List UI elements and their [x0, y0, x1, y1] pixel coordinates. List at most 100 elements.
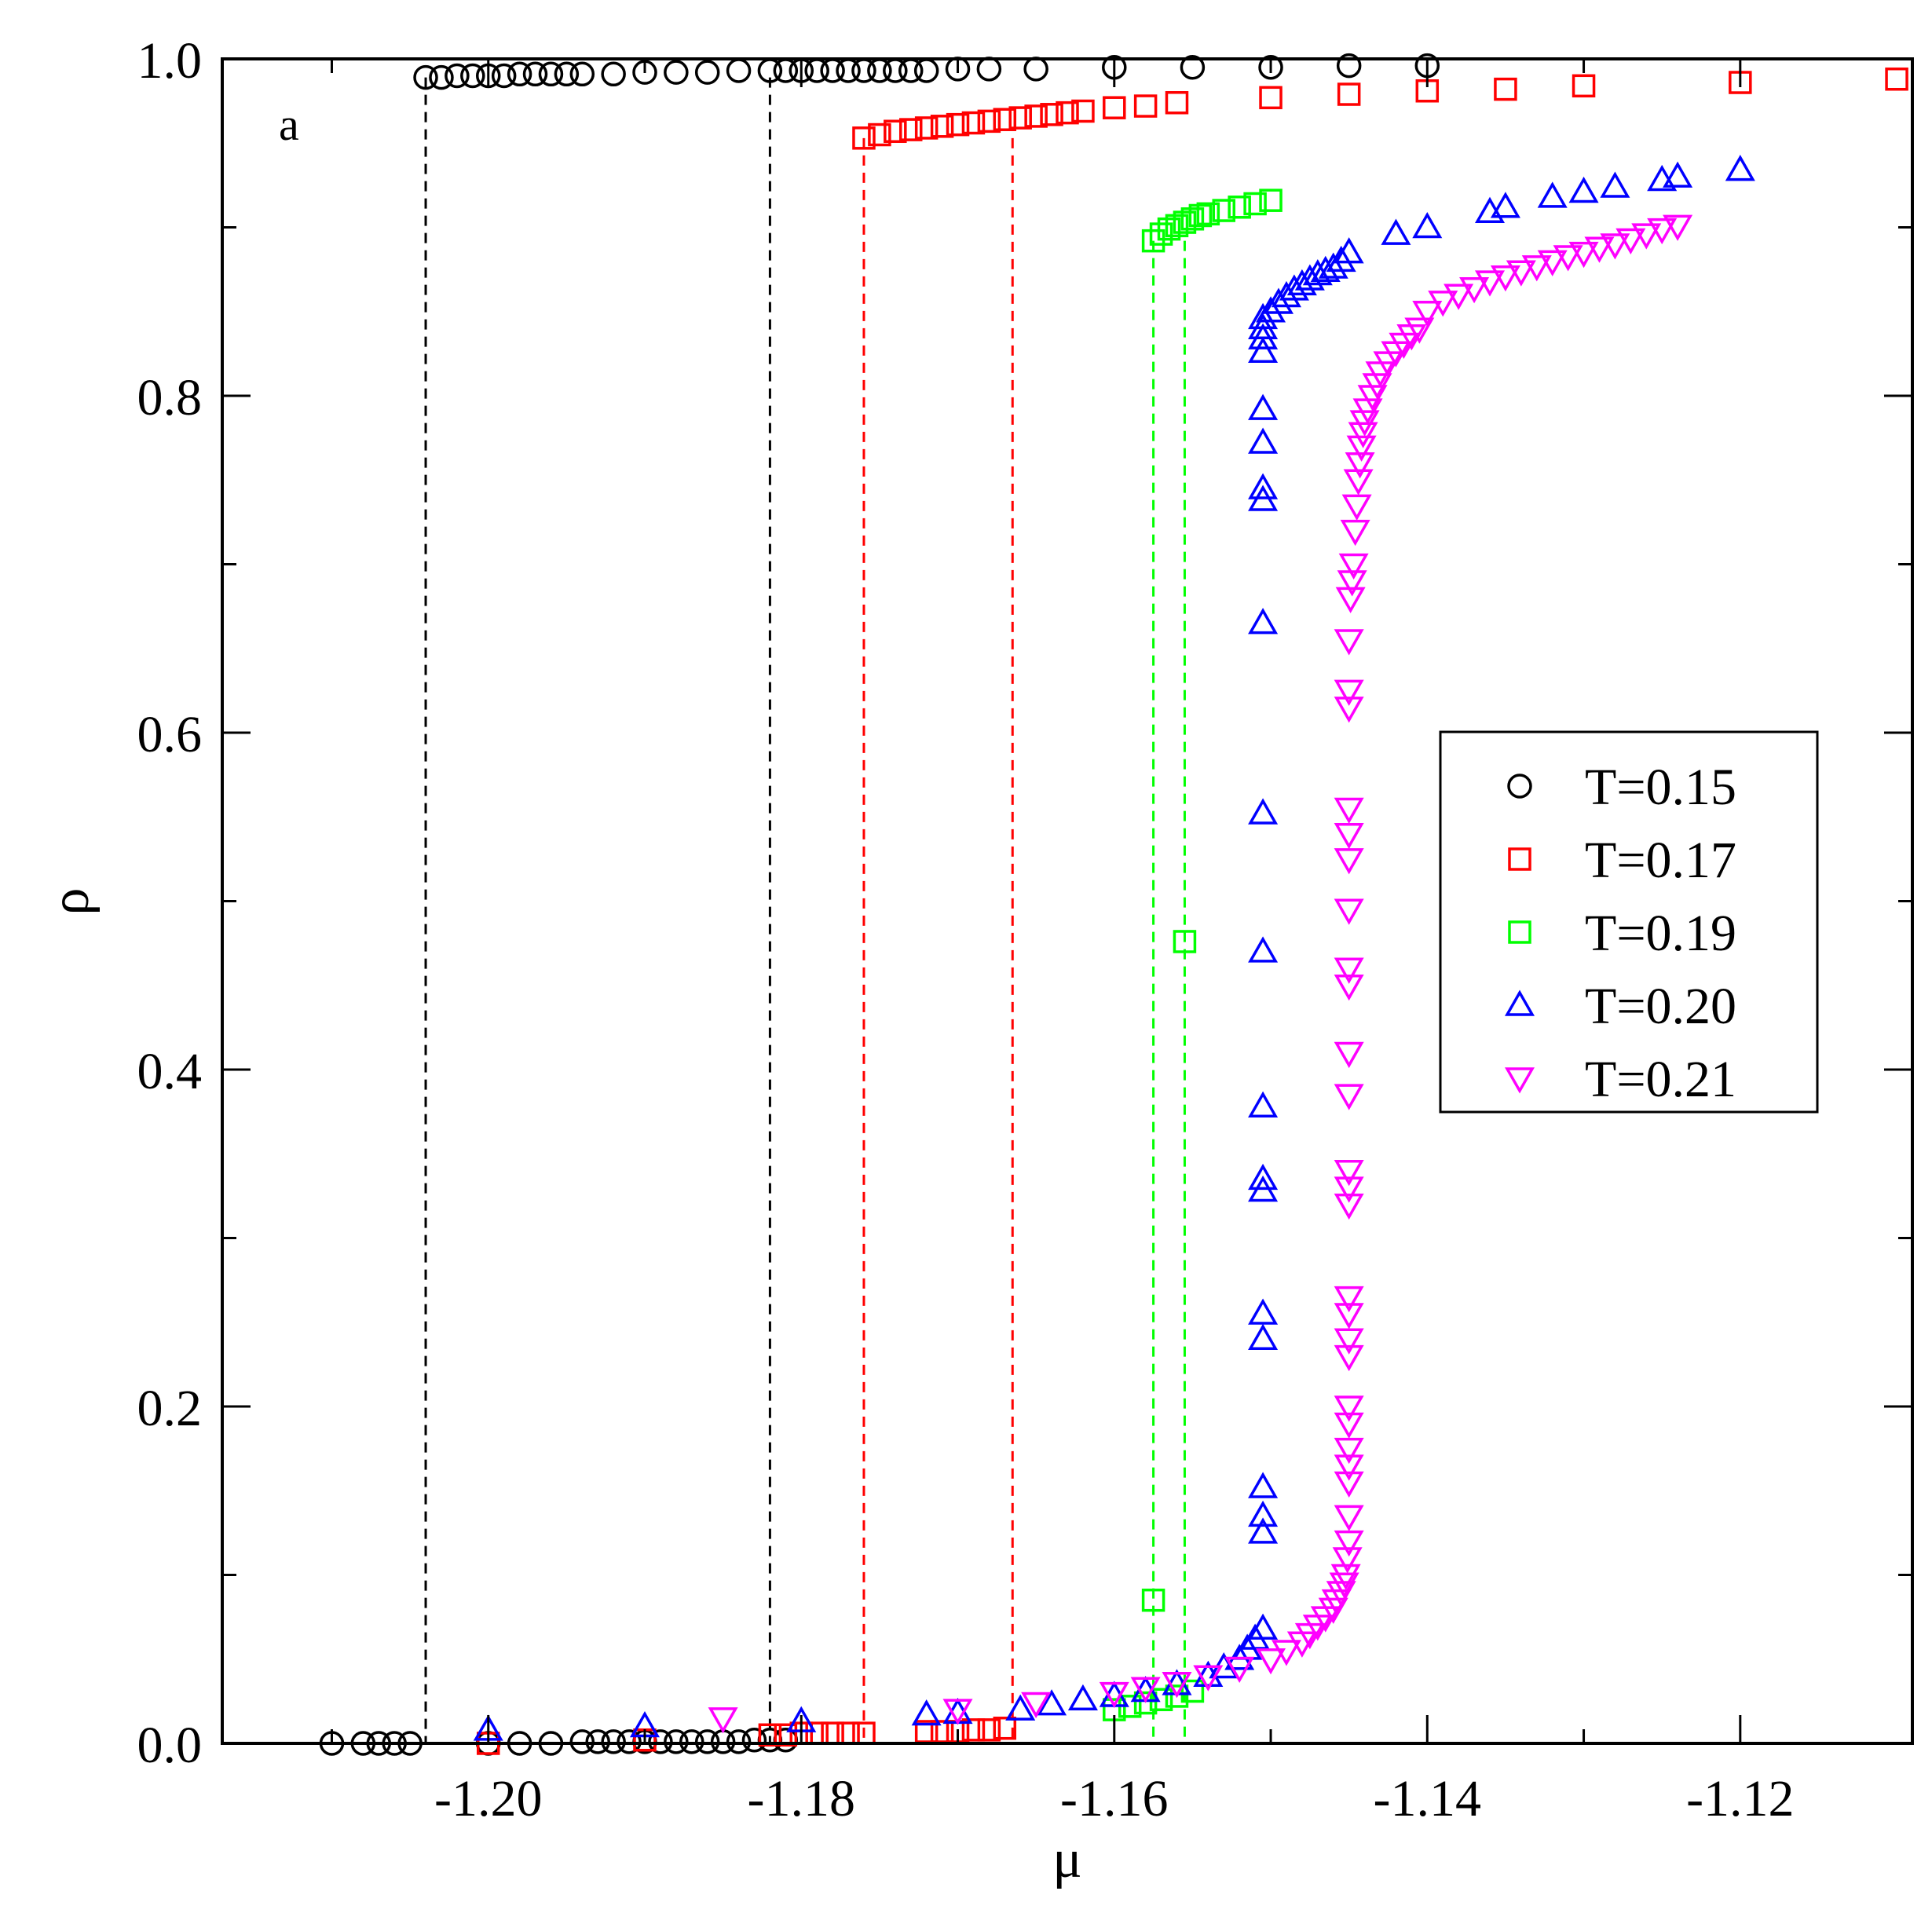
data-point-t020 — [1037, 1689, 1067, 1716]
data-point-t021 — [1615, 228, 1646, 255]
x-tick-label: -1.14 — [1374, 1770, 1481, 1827]
data-point-t021 — [1021, 1692, 1052, 1719]
data-point-t021 — [1130, 1677, 1161, 1703]
legend-label-t017: T=0.17 — [1585, 832, 1736, 889]
data-point-t021 — [1334, 1471, 1364, 1498]
legend-marker-t017 — [1508, 847, 1531, 871]
data-point-t021 — [1412, 301, 1443, 327]
data-point-t020 — [1263, 287, 1294, 314]
data-point-t021 — [1334, 1454, 1364, 1481]
data-point-t020 — [1248, 473, 1279, 499]
data-point-t021 — [1334, 1328, 1364, 1355]
data-point-t015 — [601, 1729, 626, 1754]
data-point-t021 — [1334, 1303, 1364, 1330]
data-point-t019 — [1149, 222, 1173, 246]
legend-marker-t015 — [1507, 774, 1532, 799]
data-point-t017 — [1008, 106, 1032, 130]
data-point-t020 — [1193, 1660, 1224, 1687]
data-point-t021 — [1600, 233, 1630, 260]
data-point-t021 — [1334, 1159, 1364, 1187]
data-point-t020 — [1663, 161, 1693, 188]
data-point-t021 — [1334, 822, 1364, 850]
data-point-t021 — [1334, 898, 1364, 925]
data-point-t020 — [1318, 252, 1348, 279]
y-axis-label: ρ — [40, 888, 101, 916]
data-point-t020 — [1248, 427, 1279, 454]
data-point-t015 — [554, 61, 580, 87]
data-point-t021 — [1334, 1041, 1364, 1069]
series-t019-high — [1141, 188, 1283, 253]
data-point-t017 — [977, 109, 1001, 134]
data-point-t017 — [1071, 99, 1095, 123]
data-point-t021 — [1334, 629, 1364, 656]
data-point-t020 — [1537, 181, 1568, 208]
data-point-t021 — [1334, 1505, 1364, 1531]
data-point-t017 — [1885, 67, 1908, 91]
data-point-t020 — [1248, 302, 1279, 330]
data-point-t015 — [1180, 54, 1206, 80]
data-point-t019 — [1188, 203, 1213, 228]
data-point-t019 — [1180, 1679, 1205, 1703]
data-point-t021 — [1256, 1648, 1286, 1675]
data-point-t015 — [1336, 53, 1362, 79]
data-point-t019 — [1165, 1684, 1189, 1708]
x-tick-label: -1.16 — [1060, 1770, 1168, 1827]
data-point-t020 — [1334, 237, 1364, 264]
data-point-t020 — [1248, 1472, 1279, 1498]
data-point-t019 — [1212, 199, 1236, 222]
data-point-t015 — [413, 64, 438, 90]
data-point-t015 — [460, 63, 485, 89]
data-point-t015 — [429, 64, 454, 90]
data-point-t020 — [1248, 608, 1279, 635]
data-point-t021 — [1459, 276, 1490, 304]
data-point-t020 — [1248, 1298, 1279, 1325]
data-point-t019 — [1141, 1588, 1165, 1612]
data-point-t021 — [1338, 553, 1369, 580]
x-axis-label: μ — [1052, 1829, 1082, 1889]
data-point-t017 — [993, 108, 1017, 131]
data-point-t021 — [942, 1699, 973, 1725]
data-point-t021 — [1362, 373, 1392, 400]
data-point-t021 — [1521, 255, 1552, 282]
data-point-t019 — [1157, 217, 1181, 241]
data-point-t019 — [1165, 214, 1189, 238]
data-point-t020 — [1725, 155, 1755, 181]
legend-label-t021: T=0.21 — [1585, 1051, 1736, 1108]
data-point-t021 — [1334, 1437, 1364, 1465]
data-point-t020 — [1248, 393, 1279, 420]
data-point-t019 — [1173, 210, 1197, 234]
legend-marker-t019 — [1508, 920, 1531, 944]
data-point-t017 — [930, 1720, 954, 1743]
data-point-t017 — [1494, 77, 1517, 101]
legend-label-t019: T=0.19 — [1585, 905, 1736, 962]
data-point-t021 — [1553, 245, 1583, 272]
data-point-t015 — [445, 63, 470, 89]
data-point-t015 — [694, 60, 720, 85]
x-tick-label: -1.20 — [434, 1770, 542, 1827]
series-t019-mid — [1141, 930, 1197, 1612]
data-point-t020 — [1067, 1684, 1098, 1710]
data-point-t020 — [1294, 264, 1325, 291]
data-point-t021 — [1340, 519, 1370, 547]
data-point-t021 — [1506, 260, 1536, 287]
legend-marker-t020 — [1504, 989, 1535, 1016]
data-point-t017 — [914, 1720, 939, 1743]
y-tick-label: 0.2 — [137, 1380, 203, 1437]
data-point-t021 — [1334, 1395, 1364, 1422]
legend: T=0.15 T=0.17 T=0.19 T=0.20 T=0.21 — [1439, 730, 1819, 1114]
legend-box — [1439, 730, 1819, 1114]
y-tick-label: 0.6 — [137, 706, 203, 763]
data-point-t017 — [758, 1723, 782, 1747]
y-tick-label: 1.0 — [137, 32, 203, 90]
data-point-t017 — [961, 1718, 986, 1742]
data-point-t020 — [1326, 245, 1356, 273]
data-points-group — [319, 53, 1908, 1756]
data-point-t020 — [1568, 176, 1599, 203]
data-point-t021 — [1334, 1176, 1364, 1203]
data-point-t020 — [1248, 1517, 1279, 1544]
data-point-t021 — [1334, 1412, 1364, 1439]
data-point-t017 — [1040, 103, 1063, 126]
data-point-t021 — [1271, 1640, 1301, 1666]
data-point-t017 — [1259, 86, 1283, 110]
